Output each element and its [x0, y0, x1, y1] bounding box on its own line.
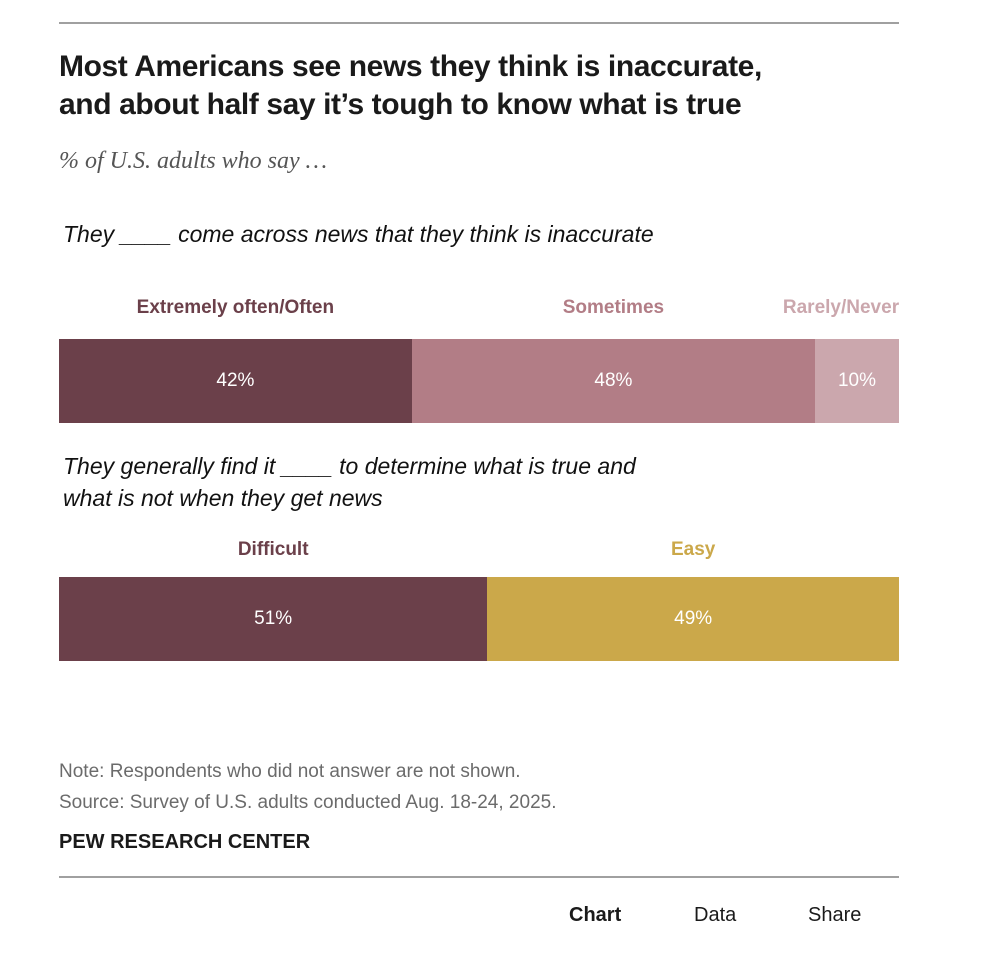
chart-1-stacked-bar: 42% 48% 10%	[59, 339, 899, 423]
question-1-label: They ____ come across news that they thi…	[63, 221, 654, 247]
brand-logo-text: PEW RESEARCH CENTER	[59, 831, 311, 853]
bar-segment-sometimes	[411, 339, 815, 423]
view-tabs: Chart Data Share	[0, 904, 988, 934]
bar-value-label: 42%	[216, 370, 255, 391]
footnotes: Note: Respondents who did not answer are…	[59, 756, 556, 818]
category-label: Difficult	[237, 539, 309, 560]
bar-value-label: 49%	[674, 608, 713, 629]
chart-2-stacked-bar: 51% 49%	[59, 577, 899, 661]
chart-title-line-1: Most Americans see news they think is in…	[59, 50, 762, 83]
category-label: Easy	[671, 539, 716, 560]
category-label: Sometimes	[562, 297, 665, 318]
tab-data[interactable]: Data	[694, 904, 737, 926]
bottom-divider	[59, 876, 899, 878]
chart-title: Most Americans see news they think is in…	[59, 48, 919, 124]
top-divider	[59, 22, 899, 24]
chart-title-line-2: and about half say it’s tough to know wh…	[59, 88, 742, 121]
tab-chart[interactable]: Chart	[569, 904, 622, 926]
question-2-line-1: They generally find it ____ to determine…	[63, 453, 636, 479]
category-label: Rarely/Never	[782, 297, 900, 318]
source-text: Source: Survey of U.S. adults conducted …	[59, 792, 557, 813]
bar-segment-rarely-never	[815, 339, 899, 423]
bar-value-label: 10%	[837, 370, 877, 391]
bar-value-label: 51%	[254, 608, 293, 629]
bar-value-label: 48%	[594, 370, 633, 391]
bar-segment-difficult	[59, 577, 488, 661]
question-2-line-2: what is not when they get news	[63, 485, 383, 511]
chart-subtitle: % of U.S. adults who say …	[59, 148, 328, 174]
category-label: Extremely often/Often	[136, 297, 335, 318]
tab-share[interactable]: Share	[808, 904, 862, 926]
bar-segment-extremely-often-often	[59, 339, 412, 423]
question-2-label: They generally find it ____ to determine…	[63, 450, 636, 514]
bar-segment-easy	[487, 577, 899, 661]
note-text: Note: Respondents who did not answer are…	[59, 761, 521, 782]
